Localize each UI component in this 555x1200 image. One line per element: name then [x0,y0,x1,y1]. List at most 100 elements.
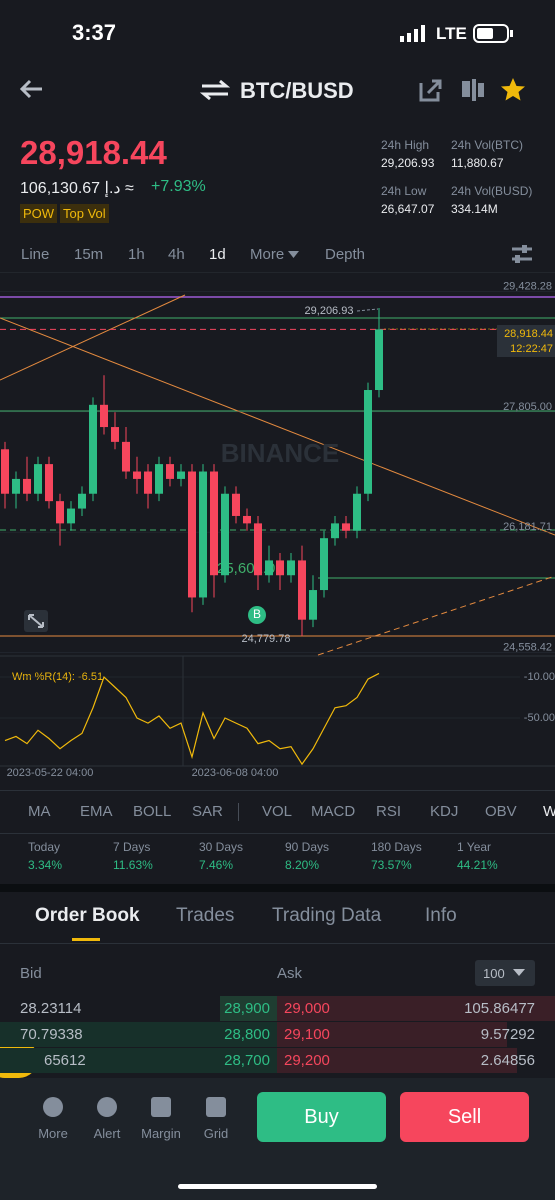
nav-icon[interactable] [97,1097,117,1117]
nav-label[interactable]: Margin [141,1126,181,1141]
candle-body [111,427,119,442]
tab[interactable]: Info [425,905,457,926]
nav-label[interactable]: Alert [93,1126,121,1141]
candle-body [309,590,317,620]
back-button[interactable] [18,78,48,100]
header-actions[interactable] [418,77,528,103]
candle-body [254,523,262,576]
status-time: 3:37 [72,20,117,45]
tag: Top Vol [60,204,109,223]
bid-depth [0,1048,277,1073]
indicator-tab[interactable]: SAR [192,803,223,820]
indicator-tab[interactable]: MA [28,803,51,820]
perf-label: 180 Days [371,840,422,854]
price-change: +7.93% [151,178,206,195]
trend-line [0,294,186,381]
buy-button[interactable]: Buy [257,1092,386,1142]
candle-body [78,493,86,509]
interval[interactable]: 1d [209,246,226,263]
tab-underline [72,938,100,941]
interval[interactable]: 15m [74,246,104,263]
ask-price: 29,100 [284,1026,330,1043]
buy-marker-label: B [253,607,261,621]
perf-value: 11.63% [113,858,153,872]
indicator-tab[interactable]: MACD [311,803,356,820]
nav-icon[interactable] [43,1097,63,1117]
tab[interactable]: Trades [176,905,235,926]
indicator-tab[interactable]: BOLL [133,803,172,820]
last-price: 28,918.44 [20,134,167,171]
interval[interactable]: 1h [128,246,145,263]
stat-value: 29,206.93 [381,156,435,170]
bid-price: 28,700 [224,1052,270,1069]
candle-body [232,493,240,516]
candle-body [133,471,141,479]
perf-value: 44.21% [457,858,498,872]
price-tick-label: 26,181.71 [503,521,552,533]
indicator-tab[interactable]: RSI [376,803,402,820]
indicator-tab[interactable]: KDJ [430,803,459,820]
stat-value: 26,647.07 [381,202,435,216]
ask-header: Ask [277,965,303,982]
ask-qty: 105.86477 [464,1000,535,1017]
interval[interactable]: Depth [325,246,366,263]
perf-value: 7.46% [199,858,234,872]
indicator-tick-label: -10.00 [524,671,555,683]
candle-body [177,471,185,479]
date-label: 2023-06-08 04:00 [192,767,279,779]
indicator-tab[interactable]: OBV [485,803,517,820]
nav-label[interactable]: More [38,1126,68,1141]
depth-select[interactable] [475,960,535,986]
sell-button[interactable]: Sell [400,1092,529,1142]
settings-icon[interactable] [510,243,534,265]
indicator-tick-label: -50.00 [524,712,555,724]
interval[interactable]: More [250,246,300,263]
perf-value: 73.57% [371,858,412,872]
perf-label: Today [28,840,61,854]
interval[interactable]: 4h [168,246,185,263]
indicator-tab[interactable]: WR [543,803,555,820]
ask-qty: 9.57292 [480,1026,535,1043]
candle-body [298,560,306,620]
candle-body [320,538,328,591]
countdown: 12:22:47 [510,343,553,355]
status-network: LTE [436,24,467,43]
watermark: BINANCE [221,438,339,468]
nav-icon[interactable] [151,1097,171,1117]
candle-body [199,471,207,598]
perf-label: 1 Year [457,840,492,854]
tab[interactable]: Trading Data [272,905,382,926]
ask-qty: 2.64856 [480,1052,535,1069]
bid-depth [220,996,277,1021]
interval[interactable]: Line [21,246,50,263]
candle-body [67,508,75,524]
status-icons [400,24,513,43]
home-indicator [178,1184,377,1189]
nav-label[interactable]: Grid [203,1126,229,1141]
tab[interactable]: Order Book [35,905,140,926]
candle-body [89,404,97,494]
price-tick-label: 29,428.28 [503,281,552,293]
ask-depth [277,996,555,1021]
perf-label: 30 Days [199,840,244,854]
perf-value: 3.34% [28,858,63,872]
pair-title[interactable]: BTC/BUSD [240,78,354,103]
nav-icon[interactable] [206,1097,226,1117]
candle-body [375,329,383,391]
buy-marker [248,606,266,624]
indicator-tab[interactable]: EMA [80,803,113,820]
swap-icon[interactable] [200,79,230,101]
stat-label: 24h Vol(BUSD) [451,184,533,198]
ask-price: 29,200 [284,1052,330,1069]
bid-qty: 28.23114 [20,1000,82,1017]
candle-body [210,471,218,576]
low-label: 24,779.78 [242,633,291,645]
stat-label: 24h Low [381,184,427,198]
candle-body [45,464,53,502]
indicator-tab[interactable]: VOL [262,803,293,820]
candle-body [122,441,130,472]
candle-body [34,464,42,494]
chart: BINANCE B 25,601.06 29,206.93 24,779.78 … [0,272,555,779]
candle-body [166,464,174,479]
fullscreen-icon[interactable] [24,610,48,632]
